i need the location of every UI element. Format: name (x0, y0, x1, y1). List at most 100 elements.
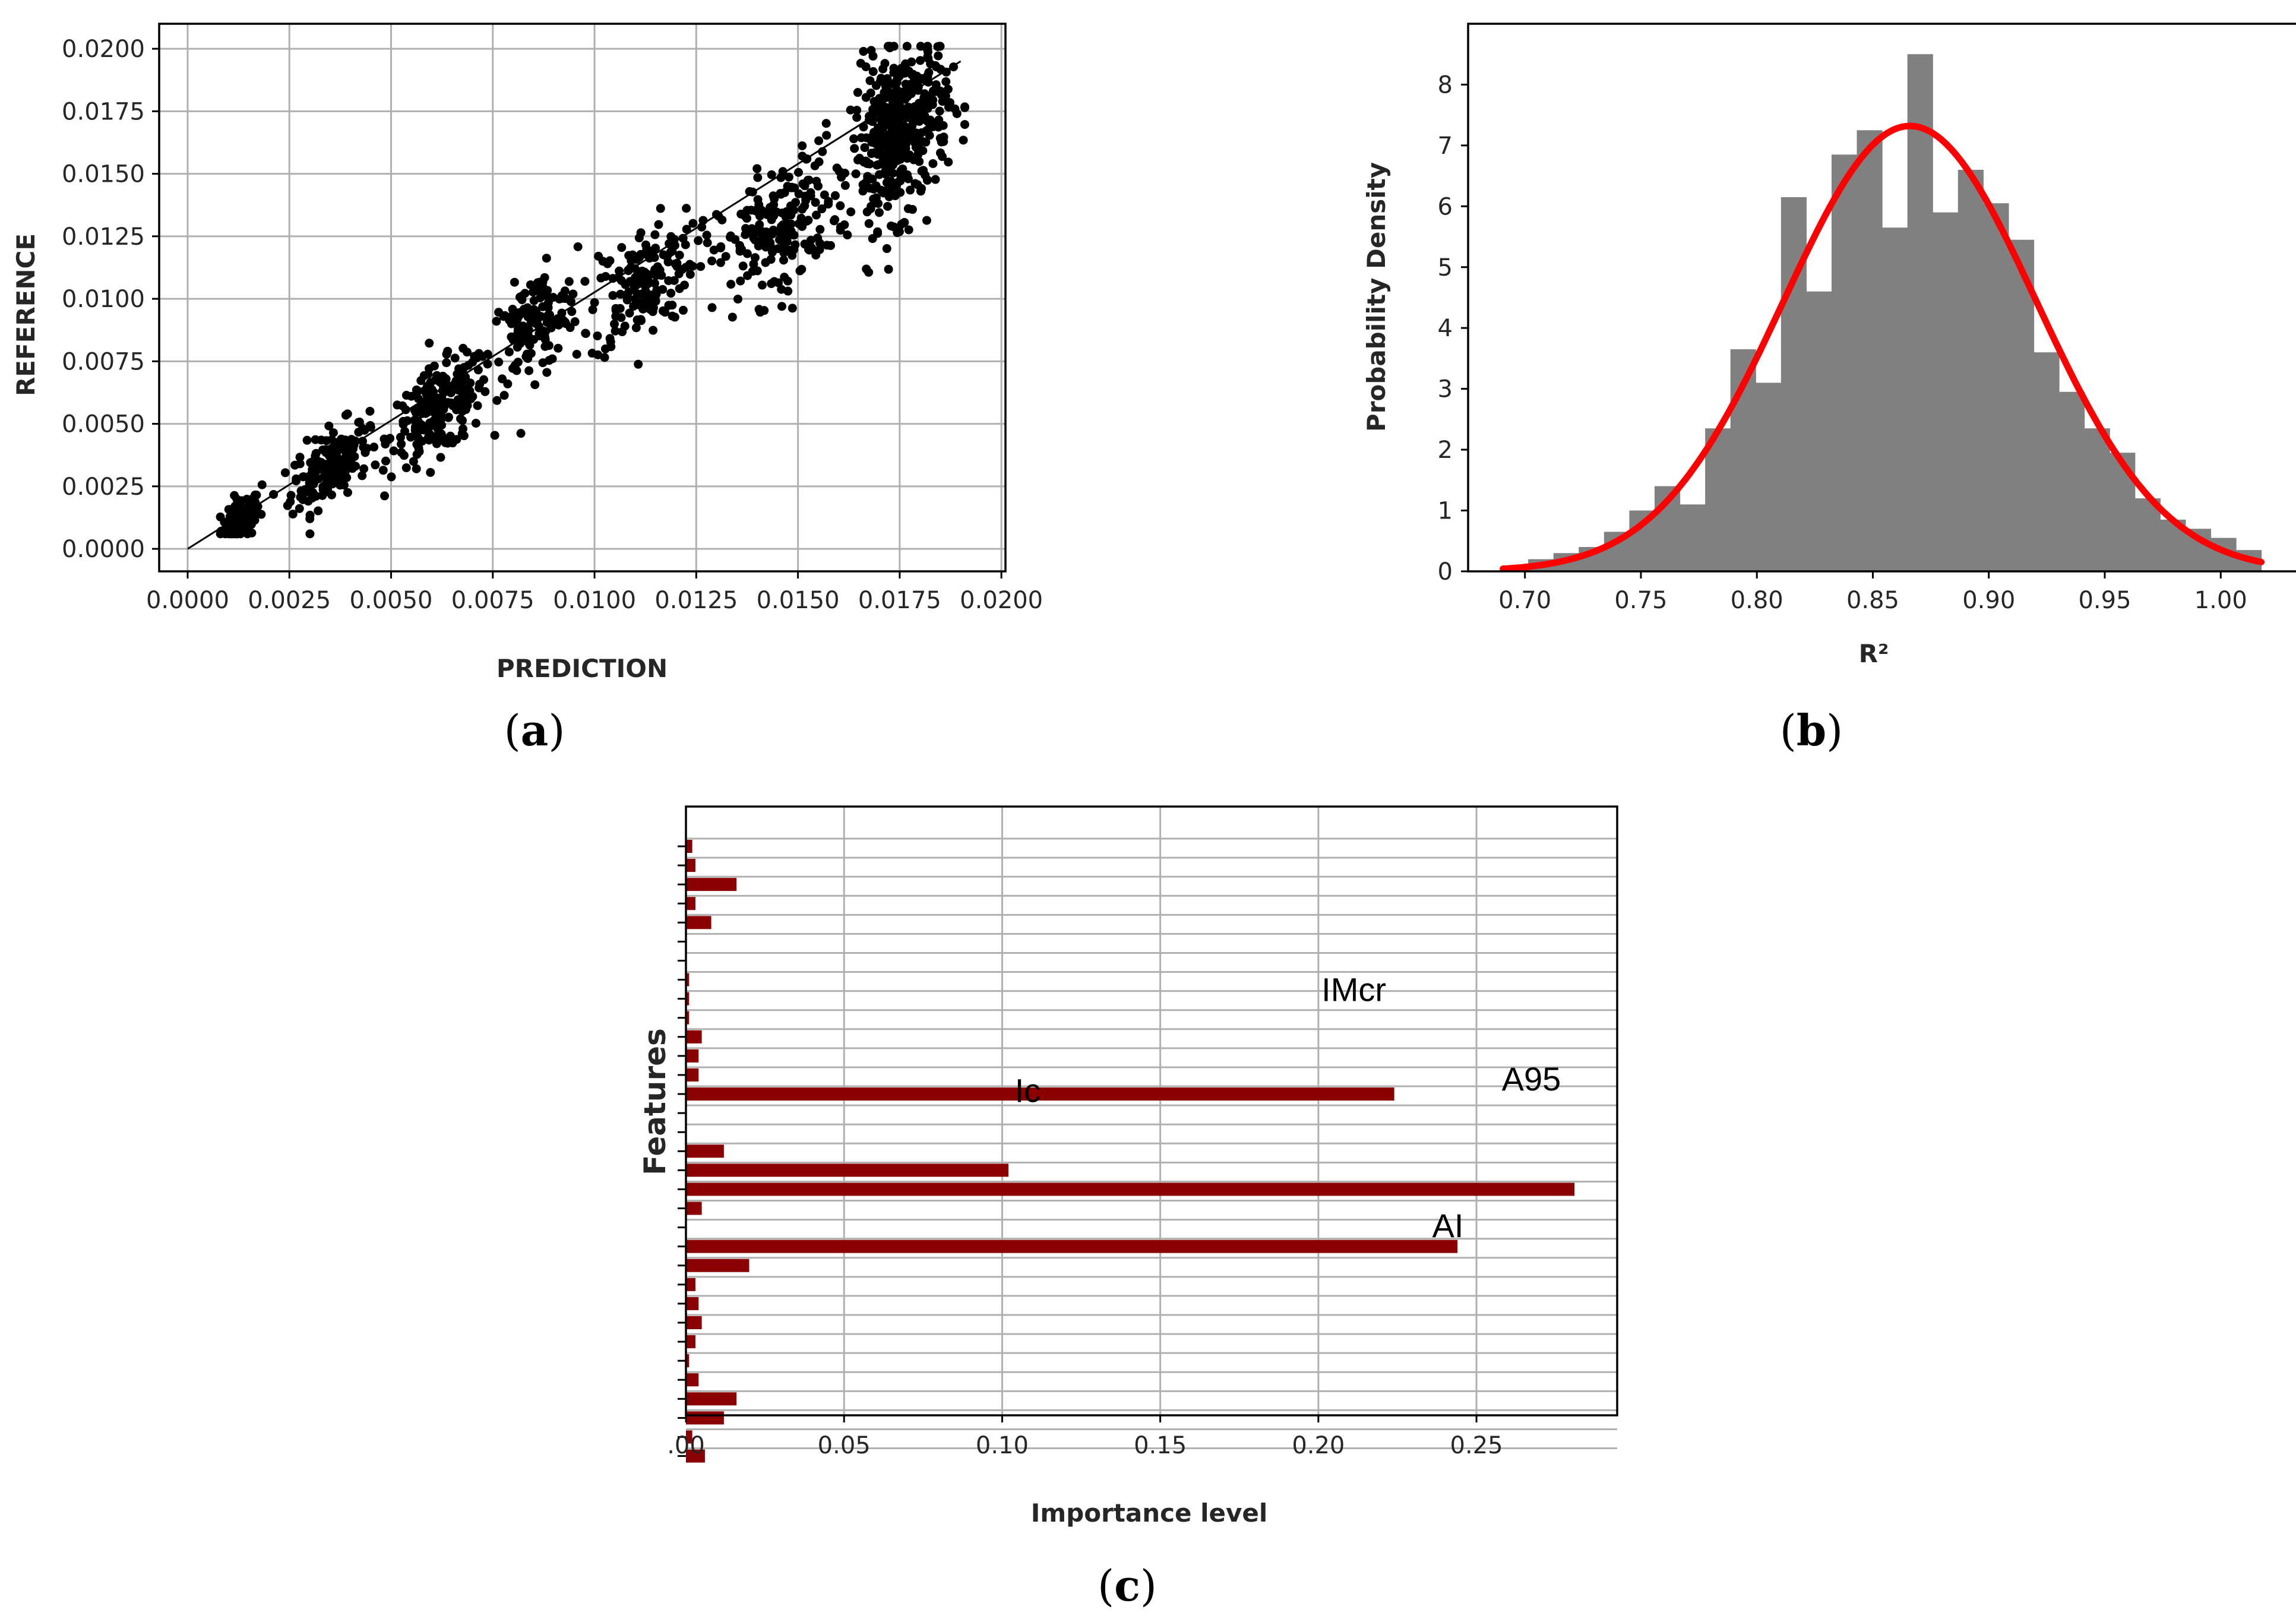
scatter-point (897, 220, 906, 229)
scatter-point (830, 215, 840, 225)
scatter-point (862, 157, 871, 166)
scatter-point (611, 312, 621, 321)
scatter-point (340, 440, 350, 450)
scatter-point (479, 375, 489, 384)
scatter-point (871, 148, 880, 157)
scatter-point (916, 138, 925, 147)
scatter-point (641, 240, 650, 249)
scatter-point (292, 474, 301, 483)
scatter-point (431, 407, 440, 416)
scatter-point (670, 241, 679, 250)
scatter-x-tick-label: 0.0100 (553, 587, 636, 614)
scatter-point (832, 163, 842, 173)
scatter-point (923, 52, 932, 62)
scatter-point (251, 497, 260, 507)
scatter-point (403, 416, 412, 425)
scatter-point (235, 497, 245, 507)
importance-bar (686, 1049, 699, 1063)
scatter-point (508, 305, 517, 314)
scatter-point (389, 446, 399, 456)
scatter-point (230, 491, 239, 500)
scatter-point (796, 213, 806, 223)
scatter-point (568, 289, 578, 299)
scatter-point (413, 441, 423, 451)
scatter-point (789, 230, 799, 240)
scatter-plot-frame (158, 23, 1007, 573)
scatter-point (631, 273, 640, 282)
scatter-point (672, 262, 682, 271)
scatter-point (896, 154, 905, 164)
scatter-point (616, 276, 626, 285)
scatter-y-tick-label: 0.0200 (62, 36, 145, 63)
scatter-point (891, 87, 900, 96)
scatter-point (473, 365, 483, 375)
scatter-point (507, 319, 516, 328)
scatter-point (634, 253, 644, 263)
scatter-point (360, 448, 370, 457)
scatter-point (480, 387, 490, 396)
importance-x-ticks: .00 0.05 0.10 0.15 0.20 0.25 (667, 1415, 1503, 1459)
scatter-point (369, 442, 379, 452)
importance-x-tick-label: 0.10 (976, 1432, 1029, 1459)
scatter-point (897, 64, 906, 73)
scatter-point (675, 251, 684, 260)
scatter-point (631, 323, 641, 333)
scatter-point (629, 280, 638, 289)
scatter-point (814, 136, 824, 146)
scatter-point (616, 289, 625, 299)
scatter-point (442, 358, 451, 368)
scatter-point (815, 225, 825, 234)
scatter-y-tick-label: 0.0075 (62, 348, 145, 375)
scatter-point (770, 194, 779, 204)
scatter-point (935, 106, 944, 116)
scatter-point (675, 284, 684, 293)
scatter-point (904, 67, 913, 76)
scatter-point (444, 413, 453, 422)
scatter-point (492, 317, 501, 326)
scatter-point (735, 246, 745, 256)
histogram-y-tick-label: 5 (1438, 254, 1453, 282)
scatter-x-tick-label: 0.0000 (146, 587, 229, 614)
scatter-point (436, 453, 445, 462)
scatter-point (342, 473, 352, 482)
scatter-point (627, 256, 636, 265)
scatter-point (538, 302, 548, 311)
scatter-point (615, 303, 625, 313)
scatter-point (553, 314, 562, 324)
scatter-point (398, 401, 407, 410)
scatter-point (818, 147, 827, 156)
scatter-point (466, 394, 476, 403)
importance-bar (686, 1030, 702, 1044)
importance-bar (686, 1182, 1575, 1196)
importance-annotations: IMcr A95 Ic AI (1015, 970, 1561, 1244)
scatter-point (333, 442, 342, 452)
scatter-point (421, 409, 431, 418)
scatter-point (761, 227, 771, 236)
scatter-point (438, 434, 448, 444)
scatter-point (365, 406, 375, 416)
scatter-point (939, 132, 948, 142)
scatter-point (730, 235, 740, 244)
importance-bar (686, 1011, 690, 1025)
scatter-point (873, 123, 883, 132)
histogram-y-label: Probability Density (1362, 162, 1391, 432)
scatter-point (664, 276, 673, 286)
scatter-point (413, 404, 423, 414)
scatter-point (910, 154, 920, 163)
scatter-point (783, 276, 792, 286)
scatter-point (594, 251, 603, 261)
scatter-point (425, 339, 434, 348)
importance-bar (686, 897, 695, 910)
scatter-point (618, 327, 627, 337)
scatter-point (322, 436, 331, 445)
scatter-point (658, 284, 668, 294)
scatter-point (868, 67, 878, 77)
histogram-bar (2134, 498, 2161, 571)
scatter-point (643, 279, 653, 289)
scatter-point (887, 221, 896, 230)
scatter-point (852, 106, 862, 115)
scatter-point (588, 305, 597, 314)
scatter-point (611, 326, 620, 336)
scatter-point (564, 277, 574, 286)
scatter-point (508, 363, 517, 373)
